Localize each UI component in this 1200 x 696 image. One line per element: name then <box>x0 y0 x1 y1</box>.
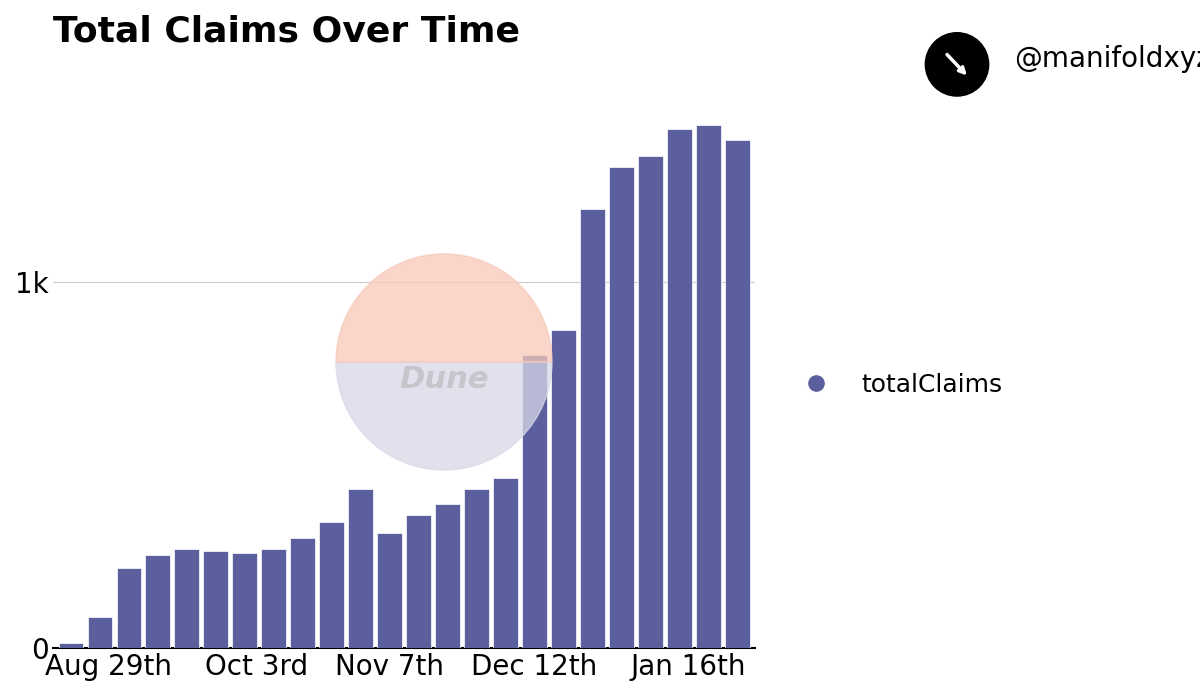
Bar <box>551 330 576 648</box>
Bar <box>436 504 460 648</box>
Text: Dune: Dune <box>400 365 488 395</box>
Bar <box>262 549 286 648</box>
Bar <box>290 539 316 648</box>
Bar <box>377 533 402 648</box>
Bar <box>696 125 721 648</box>
Wedge shape <box>336 254 552 362</box>
Bar <box>319 522 344 648</box>
Bar <box>59 642 83 648</box>
Bar <box>233 553 257 648</box>
Bar <box>116 568 142 648</box>
Bar <box>610 167 634 648</box>
Bar <box>407 514 431 648</box>
Text: Total Claims Over Time: Total Claims Over Time <box>54 15 521 49</box>
Bar <box>464 489 488 648</box>
Legend: totalClaims: totalClaims <box>781 363 1013 406</box>
Bar <box>174 549 199 648</box>
Text: @manifoldxyz: @manifoldxyz <box>1014 45 1200 73</box>
Bar <box>667 129 691 648</box>
Bar <box>493 478 518 648</box>
Bar <box>348 489 373 648</box>
Circle shape <box>925 33 989 96</box>
Bar <box>638 156 662 648</box>
Bar <box>522 356 547 648</box>
Bar <box>204 551 228 648</box>
Wedge shape <box>336 362 552 470</box>
Bar <box>88 617 112 648</box>
Bar <box>580 209 605 648</box>
Bar <box>145 555 170 648</box>
Bar <box>725 140 750 648</box>
